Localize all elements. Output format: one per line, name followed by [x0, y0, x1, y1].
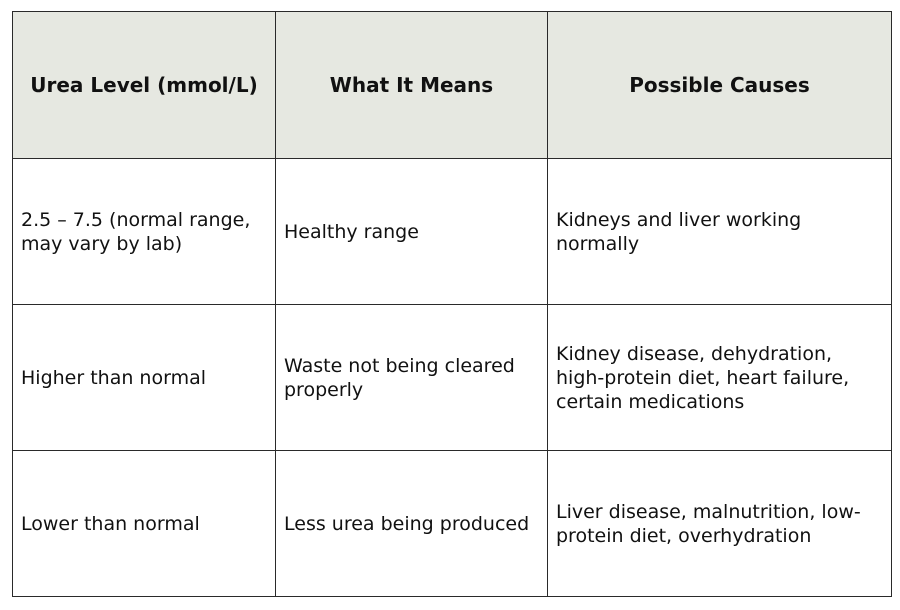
header-row: Urea Level (mmol/L) What It Means Possib… [12, 11, 892, 159]
cell-urea-level: Lower than normal [12, 450, 276, 597]
table-row: 2.5 – 7.5 (normal range, may vary by lab… [12, 158, 892, 305]
table-row: Higher than normal Waste not being clear… [12, 304, 892, 451]
cell-possible-causes: Liver disease, malnutrition, low-protein… [547, 450, 892, 597]
cell-possible-causes: Kidney disease, dehydration, high-protei… [547, 304, 892, 451]
cell-what-it-means: Waste not being cleared properly [275, 304, 548, 451]
cell-what-it-means: Less urea being produced [275, 450, 548, 597]
table-row: Lower than normal Less urea being produc… [12, 450, 892, 597]
urea-level-table: Urea Level (mmol/L) What It Means Possib… [12, 11, 892, 597]
cell-urea-level: Higher than normal [12, 304, 276, 451]
cell-what-it-means: Healthy range [275, 158, 548, 305]
cell-possible-causes: Kidneys and liver working normally [547, 158, 892, 305]
table-body: 2.5 – 7.5 (normal range, may vary by lab… [12, 158, 892, 597]
table-header: Urea Level (mmol/L) What It Means Possib… [12, 11, 892, 159]
header-possible-causes: Possible Causes [547, 11, 892, 159]
header-urea-level: Urea Level (mmol/L) [12, 11, 276, 159]
header-what-it-means: What It Means [275, 11, 548, 159]
cell-urea-level: 2.5 – 7.5 (normal range, may vary by lab… [12, 158, 276, 305]
